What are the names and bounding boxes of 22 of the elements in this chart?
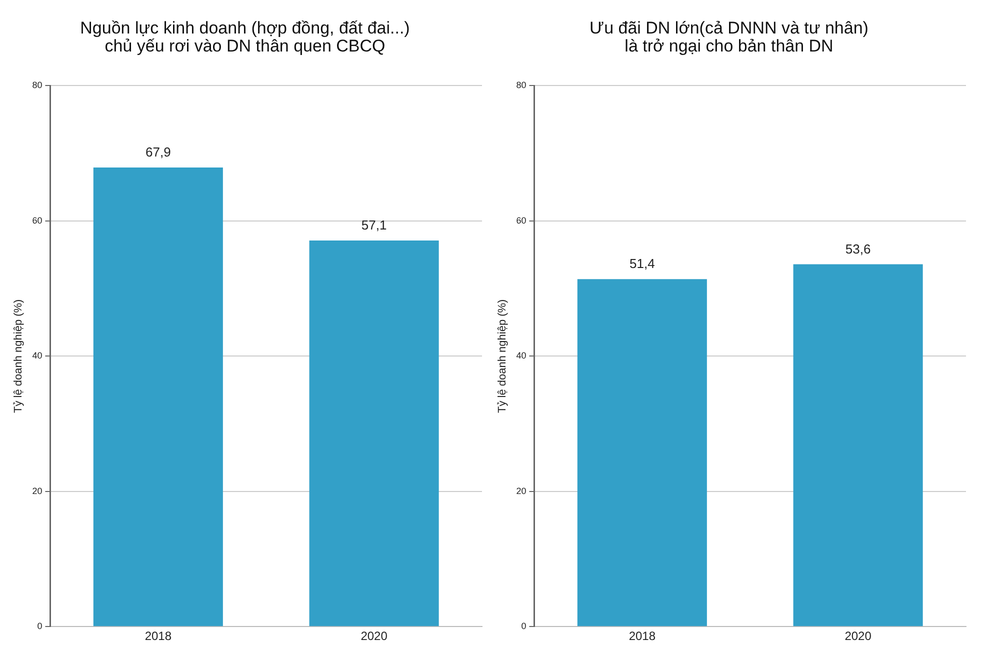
chart-title: Nguồn lực kinh doanh (hợp đồng, đất đai...) chủ yếu rơi vào DN thân quen CBCQ [80, 18, 410, 56]
y-axis-title: Tỷ lệ doanh nghiệp (%) [496, 299, 509, 414]
data-label: 53,6 [845, 241, 871, 256]
y-axis-title: Tỷ lệ doanh nghiệp (%) [12, 299, 25, 414]
chart-title: Ưu đãi DN lớn(cả DNNN và tư nhân) là trở ngại cho bản thân DN [590, 18, 868, 56]
y-tick-label: 80 [516, 80, 526, 90]
y-tick-label: 60 [32, 215, 42, 226]
x-tick-label: 2018 [144, 629, 172, 644]
y-tick-label: 20 [32, 486, 42, 496]
x-tick-label: 2020 [844, 629, 872, 644]
y-tick-label: 40 [32, 350, 42, 361]
y-tick-label: 40 [516, 350, 526, 361]
x-tick-label: 2020 [360, 629, 388, 644]
data-label: 51,4 [630, 256, 655, 272]
y-tick-label: 0 [37, 621, 42, 632]
y-tick-label: 60 [516, 215, 526, 226]
y-tick-label: 20 [516, 486, 526, 496]
y-tick-label: 0 [521, 621, 526, 632]
data-label: 57,1 [361, 218, 387, 233]
y-tick-label: 80 [32, 80, 42, 90]
x-tick-label: 2018 [628, 629, 656, 644]
data-label: 67,9 [146, 144, 171, 160]
